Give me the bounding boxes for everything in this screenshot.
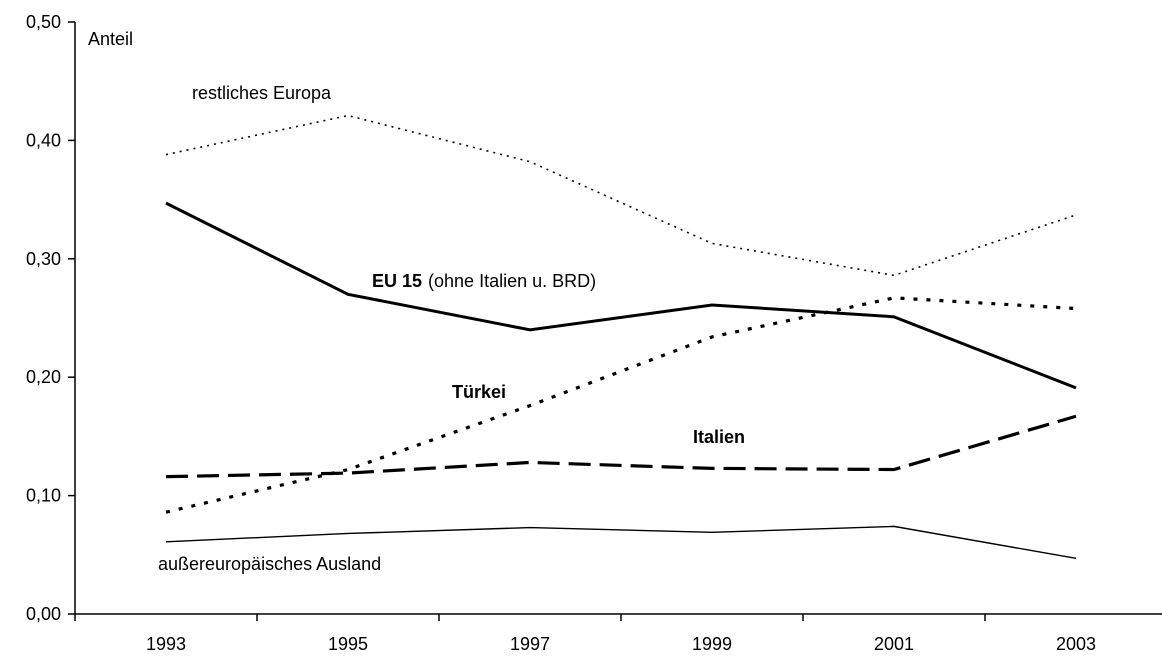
x-tick-label: 2003 — [1056, 634, 1096, 654]
y-tick-label: 0,20 — [26, 367, 61, 387]
series-label-restliches-europa: restliches Europa — [192, 83, 332, 103]
y-tick-label: 0,00 — [26, 604, 61, 624]
series-label-eu15-suffix: (ohne Italien u. BRD) — [428, 271, 596, 291]
x-tick-label: 2001 — [874, 634, 914, 654]
y-axis-label: Anteil — [88, 29, 133, 49]
series-label-eu15: EU 15 (ohne Italien u. BRD) — [372, 271, 596, 291]
x-ticks: 1993 1995 1997 1999 2001 2003 — [75, 614, 1162, 654]
series-line-0 — [166, 116, 1076, 276]
y-tick-label: 0,30 — [26, 249, 61, 269]
series-label-eu15-name: EU 15 — [372, 271, 422, 291]
y-tick-label: 0,50 — [26, 12, 61, 32]
series-label-aussereuropaeisches-ausland: außereuropäisches Ausland — [158, 554, 381, 574]
series-line-2 — [166, 298, 1076, 512]
series-lines — [166, 116, 1076, 559]
y-ticks: 0,00 0,10 0,20 0,30 0,40 0,50 — [26, 12, 75, 624]
series-line-1 — [166, 203, 1076, 388]
series-label-italien: Italien — [693, 427, 745, 447]
series-label-tuerkei: Türkei — [452, 382, 506, 402]
y-tick-label: 0,40 — [26, 130, 61, 150]
x-tick-label: 1997 — [510, 634, 550, 654]
series-line-3 — [166, 416, 1076, 476]
x-tick-label: 1995 — [328, 634, 368, 654]
x-tick-label: 1993 — [146, 634, 186, 654]
x-tick-label: 1999 — [692, 634, 732, 654]
y-tick-label: 0,10 — [26, 486, 61, 506]
